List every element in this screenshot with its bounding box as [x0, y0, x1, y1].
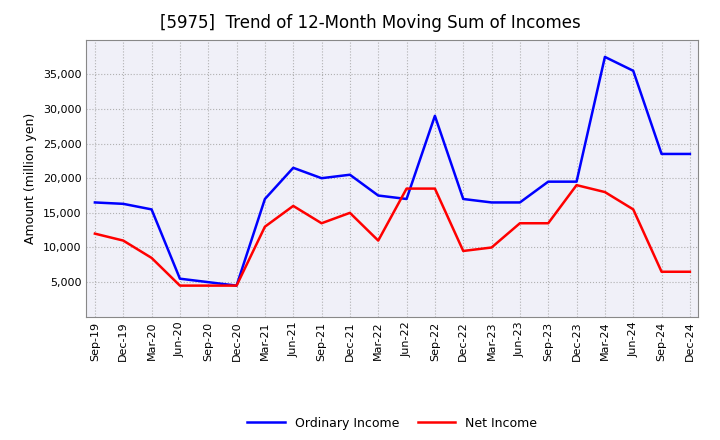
Ordinary Income: [685, 151, 694, 157]
Ordinary Income: [204, 279, 212, 285]
Net Income: [544, 220, 552, 226]
Net Income: [374, 238, 382, 243]
Ordinary Income: [487, 200, 496, 205]
Y-axis label: Amount (million yen): Amount (million yen): [24, 113, 37, 244]
Net Income: [431, 186, 439, 191]
Line: Ordinary Income: Ordinary Income: [95, 57, 690, 286]
Net Income: [261, 224, 269, 229]
Net Income: [516, 220, 524, 226]
Ordinary Income: [402, 196, 411, 202]
Ordinary Income: [289, 165, 297, 170]
Ordinary Income: [600, 54, 609, 59]
Ordinary Income: [318, 176, 326, 181]
Net Income: [346, 210, 354, 216]
Ordinary Income: [148, 207, 156, 212]
Net Income: [657, 269, 666, 275]
Net Income: [600, 189, 609, 194]
Ordinary Income: [346, 172, 354, 177]
Net Income: [318, 220, 326, 226]
Ordinary Income: [516, 200, 524, 205]
Net Income: [148, 255, 156, 260]
Net Income: [487, 245, 496, 250]
Net Income: [402, 186, 411, 191]
Ordinary Income: [459, 196, 467, 202]
Legend: Ordinary Income, Net Income: Ordinary Income, Net Income: [243, 412, 542, 435]
Ordinary Income: [261, 196, 269, 202]
Net Income: [289, 203, 297, 209]
Ordinary Income: [657, 151, 666, 157]
Ordinary Income: [629, 68, 637, 73]
Net Income: [572, 183, 581, 188]
Net Income: [91, 231, 99, 236]
Line: Net Income: Net Income: [95, 185, 690, 286]
Net Income: [459, 248, 467, 253]
Ordinary Income: [91, 200, 99, 205]
Net Income: [685, 269, 694, 275]
Text: [5975]  Trend of 12-Month Moving Sum of Incomes: [5975] Trend of 12-Month Moving Sum of I…: [160, 15, 580, 33]
Ordinary Income: [176, 276, 184, 281]
Ordinary Income: [233, 283, 241, 288]
Ordinary Income: [374, 193, 382, 198]
Ordinary Income: [544, 179, 552, 184]
Ordinary Income: [431, 113, 439, 118]
Ordinary Income: [119, 201, 127, 206]
Net Income: [176, 283, 184, 288]
Net Income: [629, 207, 637, 212]
Net Income: [119, 238, 127, 243]
Ordinary Income: [572, 179, 581, 184]
Net Income: [233, 283, 241, 288]
Net Income: [204, 283, 212, 288]
